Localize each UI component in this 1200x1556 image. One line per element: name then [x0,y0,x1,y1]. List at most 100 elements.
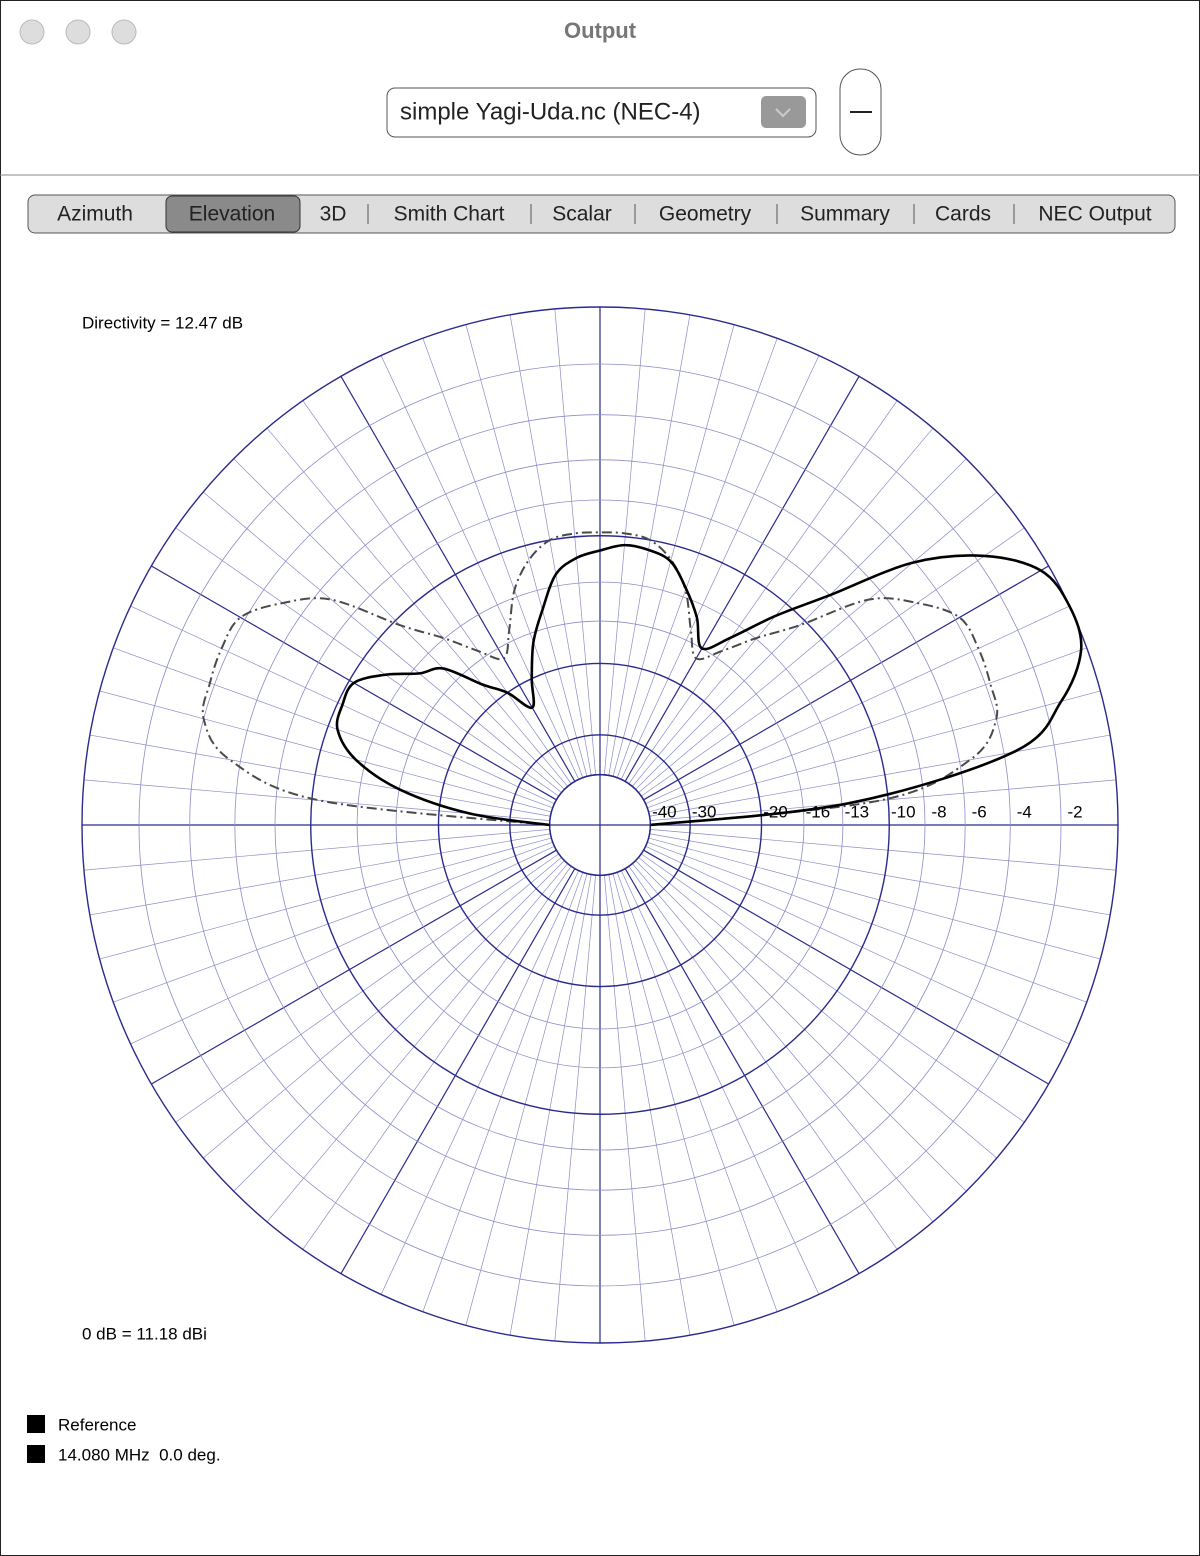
spoke [422,338,584,778]
r-tick-label: -10 [891,802,916,821]
r-tick-label: -2 [1067,802,1082,821]
spoke [554,875,596,1342]
spoke [635,458,967,790]
legend-label: Reference [58,1415,136,1434]
r-tick-label: -6 [972,802,987,821]
spoke [302,400,572,784]
spoke [638,491,998,793]
grid-ring [138,363,1062,1287]
grid-ring [395,620,805,1030]
spoke [647,647,1087,809]
spoke [233,860,565,1192]
r-tick-label: -4 [1017,802,1032,821]
tab[interactable]: Cards [935,203,991,226]
spoke [113,647,553,809]
popup-arrow-bg[interactable] [761,96,806,128]
tab[interactable]: 3D [320,203,347,226]
spoke [624,376,860,782]
spoke [643,565,1049,801]
spoke [509,874,592,1336]
spoke [380,870,580,1295]
spoke [641,527,1025,797]
tab[interactable]: Summary [800,203,890,226]
spoke [380,355,580,780]
spoke [175,527,559,797]
annotation: 0 dB = 11.18 dBi [82,1324,207,1343]
grid-ring [509,734,691,916]
spoke [620,355,820,780]
r-tick-label: -20 [763,802,788,821]
popup-frame[interactable] [386,87,817,138]
close-button[interactable] [19,19,45,45]
spoke [628,400,898,784]
legend-swatch [27,1415,45,1433]
tab[interactable]: Azimuth [57,203,133,226]
spoke [99,837,552,960]
spoke [608,874,691,1336]
axis-ring [548,773,652,877]
grid-ring [437,662,763,988]
tab[interactable]: Scalar [552,203,612,226]
spoke [202,857,562,1159]
window-title: Output [564,18,637,43]
spoke [649,833,1111,916]
popup-label[interactable]: simple Yagi-Uda.nc (NEC-4) [400,98,701,125]
tab-bar [27,194,1176,234]
grid-ring [356,581,844,1069]
popup-arrow[interactable] [775,108,791,118]
spoke [612,873,735,1326]
spoke [302,866,572,1250]
spoke [604,875,646,1342]
spoke [465,873,588,1326]
spoke [632,863,934,1223]
zoom-button[interactable] [111,19,137,45]
grid-ring [234,459,966,1191]
tab[interactable]: Geometry [659,203,752,226]
spoke [340,376,576,782]
spoke [608,314,691,776]
spoke [635,860,967,1192]
tab[interactable]: Smith Chart [394,203,505,226]
spoke [616,338,778,778]
spoke [509,314,592,776]
r-tick-label: -16 [806,802,831,821]
spoke [422,872,584,1312]
spoke [151,849,557,1085]
spoke [638,857,998,1159]
pattern-line [201,531,999,826]
spoke [99,690,552,813]
spoke [130,845,555,1045]
spoke [554,308,596,775]
grid-ring [189,414,1011,1236]
spoke [612,324,735,777]
axis-ring [81,306,1119,1344]
spoke [628,866,898,1250]
spoke [340,868,576,1274]
spoke [648,690,1101,813]
spoke [83,829,550,871]
file-popup[interactable]: simple Yagi-Uda.nc (NEC-4) [386,87,817,138]
spoke [649,734,1111,817]
spoke [624,868,860,1274]
tab-selected[interactable] [165,195,301,233]
spoke [604,308,646,775]
tab[interactable]: NEC Output [1038,203,1151,226]
minimize-button[interactable] [65,19,91,45]
spoke [266,427,568,787]
spoke [465,324,588,777]
spoke [113,841,553,1003]
legend-label: 14.080 MHz 0.0 deg. [58,1445,221,1464]
spoke [650,829,1117,871]
spoke [647,841,1087,1003]
grid-ring [310,535,890,1115]
spoke [641,853,1025,1123]
spoke [632,427,934,787]
annotation: Directivity = 12.47 dB [82,313,243,332]
tabs: Azimuth Elevation 3D Smith Chart Scalar Geome… [57,195,1152,233]
tab-active[interactable]: Elevation [189,203,275,226]
spoke [266,863,568,1223]
spoke [89,734,551,817]
spoke [616,872,778,1312]
